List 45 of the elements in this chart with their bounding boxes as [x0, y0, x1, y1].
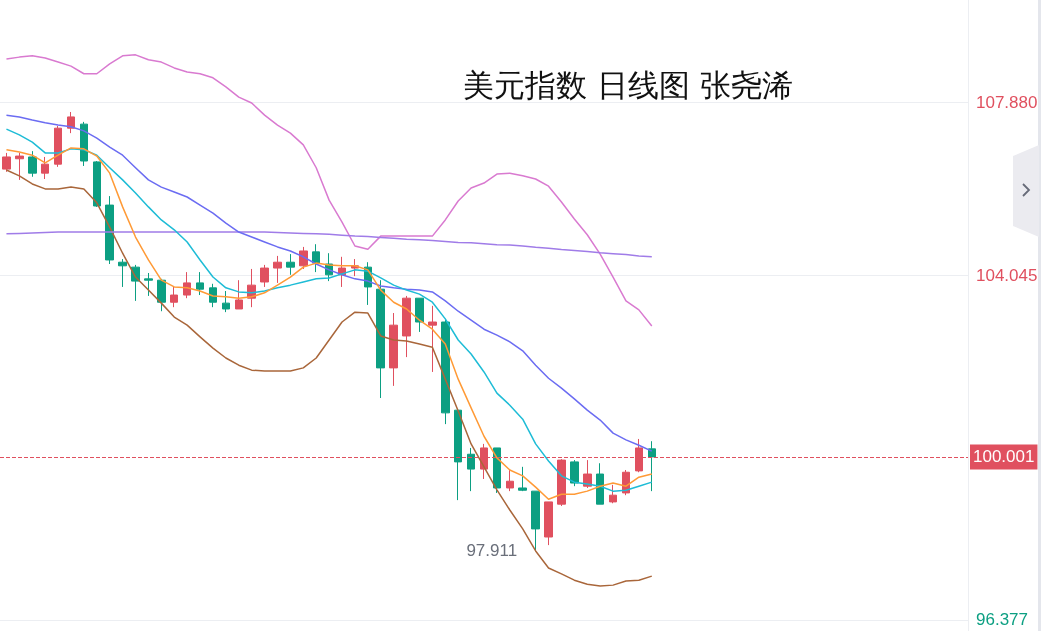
annotation: 97.911 [466, 541, 518, 561]
y-tick-label: 96.377 [976, 610, 1028, 630]
text: 美元指数 日线图 张尧浠 [463, 66, 793, 103]
candlestick [583, 459, 592, 489]
candlestick [376, 279, 385, 399]
candlestick [648, 440, 656, 492]
line-series [5, 231, 653, 258]
candlestick [144, 272, 153, 297]
candlestick [222, 290, 230, 313]
candlestick [260, 264, 269, 288]
candlestick [93, 160, 101, 208]
candlestick [518, 466, 527, 492]
candlestick [286, 253, 295, 276]
y-tick-label: 107.880 [976, 93, 1038, 113]
candlestick [312, 243, 320, 273]
candlestick [235, 279, 243, 310]
candlestick [609, 484, 617, 504]
y-tick-label: 104.045 [976, 265, 1038, 285]
candlestick [157, 278, 166, 312]
candlestick [41, 156, 49, 180]
candlestick [402, 295, 411, 358]
candlestick [467, 447, 475, 492]
candlestick [273, 255, 282, 284]
candlestick [441, 318, 450, 425]
candlestick [28, 150, 37, 178]
ref-line-label: 100.001 [973, 447, 1035, 467]
candlestick [2, 152, 11, 173]
candlestick [493, 447, 501, 494]
candlestick [54, 125, 62, 168]
candlestick [170, 286, 178, 308]
candlestick [105, 195, 114, 265]
line-series [5, 169, 653, 587]
candlestick [15, 152, 24, 181]
candlestick [428, 305, 437, 373]
candlestick [596, 462, 604, 505]
candlestick [389, 312, 398, 387]
candlestick [415, 297, 424, 333]
candlestick [570, 459, 579, 487]
candlestick [196, 271, 204, 296]
candlestick [544, 501, 553, 546]
candlestick [118, 258, 127, 288]
candlestick [506, 468, 514, 492]
candlestick [67, 111, 75, 134]
candlestick [531, 490, 540, 552]
candlestick [454, 409, 462, 501]
